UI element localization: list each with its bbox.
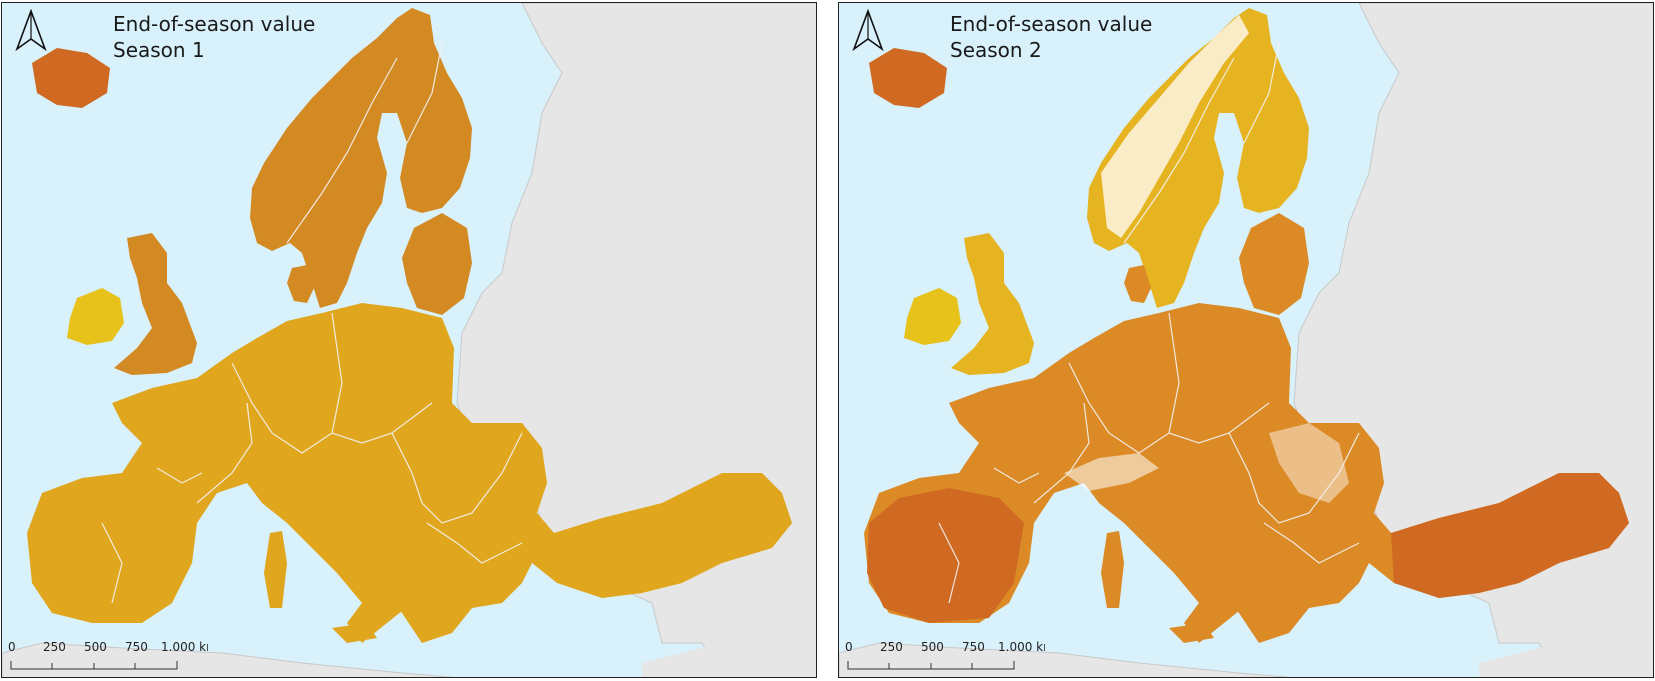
baltic-states [1239, 213, 1309, 315]
ireland [904, 288, 961, 345]
denmark [1124, 265, 1151, 303]
iberia-south [867, 488, 1024, 623]
season-1-map [2, 3, 816, 677]
map-panel-season-2: End-of-season value Season 2 0 250 500 7… [838, 2, 1654, 678]
scale-label-0: 0 [845, 640, 853, 654]
north-arrow-icon [852, 9, 884, 52]
scale-label-1000: 1.000 km [161, 640, 208, 654]
country-borders [101, 42, 523, 604]
turkey-south [1391, 473, 1629, 598]
sicily [1169, 623, 1214, 643]
alps-snow [1064, 453, 1159, 491]
scale-label-250: 250 [43, 640, 66, 654]
scale-label-0: 0 [8, 640, 16, 654]
denmark [287, 265, 314, 303]
sicily [332, 623, 377, 643]
scale-label-250: 250 [880, 640, 903, 654]
europe-coverage [864, 8, 1629, 643]
title-line-1: End-of-season value [950, 12, 1153, 36]
british-isles [951, 233, 1034, 375]
scandinavia [1087, 8, 1309, 308]
scale-label-500: 500 [84, 640, 107, 654]
mainland-europe [27, 303, 792, 643]
sardinia-corsica [264, 531, 287, 608]
north-africa-east [642, 603, 816, 677]
map-title: End-of-season value Season 1 [113, 11, 315, 63]
country-borders [938, 42, 1360, 604]
carpathians-snow [1269, 423, 1349, 503]
scale-bar: 0 250 500 750 1.000 km [845, 640, 1045, 670]
ireland [67, 288, 124, 345]
baltic-states [402, 213, 472, 315]
british-isles [114, 233, 197, 375]
title-line-2: Season 2 [950, 38, 1042, 62]
title-line-2: Season 1 [113, 38, 205, 62]
scale-label-1000: 1.000 km [998, 640, 1045, 654]
map-title: End-of-season value Season 2 [950, 11, 1152, 63]
map-panel-season-1: End-of-season value Season 1 0 250 500 7… [1, 2, 817, 678]
title-line-1: End-of-season value [113, 12, 316, 36]
scandinavia [250, 8, 472, 308]
north-arrow-icon [15, 9, 47, 52]
iceland [32, 48, 110, 108]
scale-label-500: 500 [921, 640, 944, 654]
scandinavia-snow [1101, 15, 1249, 238]
europe-coverage [27, 8, 792, 643]
sardinia-corsica [1101, 531, 1124, 608]
north-africa-east [1479, 603, 1653, 677]
scale-label-750: 750 [125, 640, 148, 654]
scale-label-750: 750 [962, 640, 985, 654]
scale-bar: 0 250 500 750 1.000 km [8, 640, 208, 670]
iceland [869, 48, 947, 108]
season-2-map [839, 3, 1653, 677]
